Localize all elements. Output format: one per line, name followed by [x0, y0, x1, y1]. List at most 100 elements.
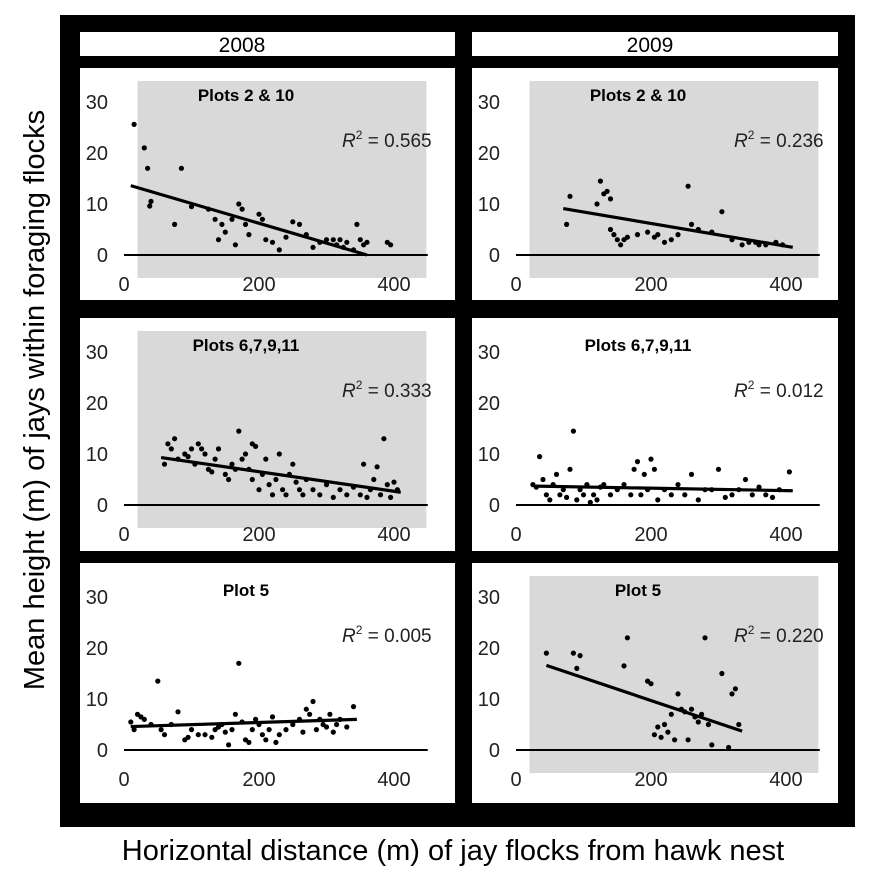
chart-1-point: [330, 237, 336, 243]
chart-5-xtick-label: 200: [242, 769, 275, 791]
chart-5-r2: R2 = 0.005: [342, 623, 432, 647]
chart-6-r2-symbol: R: [734, 626, 748, 647]
chart-1-point: [364, 239, 370, 245]
chart-2-point: [611, 232, 617, 238]
chart-5-xtick-label: 400: [377, 769, 410, 791]
chart-4-point: [564, 494, 570, 500]
chart-3-point: [215, 446, 222, 452]
chart-6-point: [702, 635, 708, 641]
chart-3-point: [263, 456, 269, 462]
chart-4-point: [648, 456, 654, 462]
chart-6-point: [729, 691, 735, 697]
chart-1-point: [148, 198, 154, 204]
chart-5-trend-line: [130, 717, 357, 729]
chart-5-ytick-label: 30: [86, 587, 108, 609]
chart-4-r2-symbol: R: [734, 381, 748, 402]
chart-3-point: [388, 494, 394, 500]
chart-4-point: [651, 466, 658, 472]
chart-6-point: [624, 635, 631, 641]
chart-5-point: [307, 711, 313, 717]
chart-4-r2: R2 = 0.012: [734, 378, 824, 402]
chart-5-point: [131, 727, 137, 733]
chart-2-point: [655, 232, 661, 238]
chart-6-xtick-label: 200: [634, 769, 667, 791]
chart-6-point: [658, 734, 664, 740]
chart-3-point: [222, 471, 228, 477]
chart-3-point: [212, 456, 218, 462]
chart-6-point: [621, 663, 627, 669]
chart-5-point: [253, 716, 259, 723]
chart-3-point: [226, 476, 232, 483]
chart-4-point: [570, 428, 577, 434]
chart-5-point: [249, 727, 255, 733]
chart-4-point: [722, 494, 728, 500]
chart-4-point: [668, 492, 674, 498]
chart-4-point: [688, 471, 695, 477]
chart-3-point: [290, 461, 296, 467]
chart-1-point: [229, 216, 235, 222]
chart-3-point: [165, 441, 171, 447]
chart-6-point: [732, 686, 739, 692]
chart-3-point: [188, 446, 195, 452]
chart-6-point: [726, 744, 732, 751]
chart-1-r2: R2 = 0.565: [342, 128, 432, 152]
chart-4-point: [763, 492, 769, 498]
chart-2-xtick-label: 0: [510, 274, 521, 296]
chart-4-point: [715, 466, 722, 472]
chart-4-ytick-label: 0: [489, 495, 500, 517]
chart-2-point: [675, 232, 681, 238]
chart-4-point: [567, 466, 573, 472]
chart-3-point: [256, 487, 262, 493]
chart-1-ytick-label: 10: [86, 194, 108, 216]
chart-4-point: [547, 497, 553, 503]
chart-4-point: [537, 454, 543, 460]
chart-1-point: [147, 203, 153, 209]
chart-6-trend-line: [545, 663, 743, 733]
chart-3-point: [202, 451, 208, 457]
chart-6-point: [665, 729, 671, 735]
chart-6-point: [577, 653, 583, 659]
chart-6-point: [668, 711, 674, 717]
chart-4-cell: [472, 318, 838, 551]
chart-3-point: [161, 461, 168, 467]
chart-4-point: [729, 492, 735, 498]
chart-2-ytick-label: 10: [478, 194, 500, 216]
chart-1-point: [131, 121, 137, 127]
chart-6-point: [675, 691, 681, 697]
chart-2-point: [624, 234, 631, 240]
chart-1-point: [296, 221, 303, 227]
chart-4-point: [742, 476, 749, 483]
chart-5-point: [222, 729, 228, 735]
chart-6-point: [648, 681, 654, 687]
chart-3-point: [229, 461, 235, 467]
chart-4-xtick-label: 0: [510, 524, 521, 546]
chart-5-point: [155, 678, 161, 684]
chart-4-point: [756, 484, 762, 490]
chart-panel-1: 0 10 20 30 0 200 400 Plots 2 & 10 R2 = 0.565: [80, 68, 455, 300]
chart-4-point: [574, 497, 580, 503]
chart-3-point: [266, 482, 272, 488]
chart-3-point: [377, 492, 384, 498]
chart-3-ytick-label: 20: [86, 393, 108, 415]
chart-4-point: [769, 494, 776, 500]
chart-4-point: [621, 482, 627, 488]
chart-6-point: [709, 742, 715, 748]
chart-1-point: [323, 237, 330, 243]
chart-3-point: [199, 446, 205, 452]
chart-2-point: [607, 226, 614, 233]
chart-4-point: [695, 497, 701, 503]
year-header-2009-box: [472, 32, 838, 56]
chart-3-title: Plots 6,7,9,11: [193, 336, 300, 355]
chart-5-point: [259, 732, 265, 738]
x-axis-label: Horizontal distance (m) of jay flocks fr…: [122, 835, 784, 867]
chart-2-point: [739, 242, 745, 248]
chart-5-r2-symbol: R: [342, 626, 356, 647]
chart-2-xtick-label: 200: [634, 274, 667, 296]
chart-5-point: [161, 732, 168, 738]
chart-1-plot-area: [137, 81, 427, 278]
chart-3-point: [381, 436, 387, 442]
chart-4-point: [607, 492, 614, 498]
chart-4-point: [641, 471, 647, 477]
chart-1-point: [246, 232, 252, 238]
chart-3-point: [283, 492, 289, 498]
